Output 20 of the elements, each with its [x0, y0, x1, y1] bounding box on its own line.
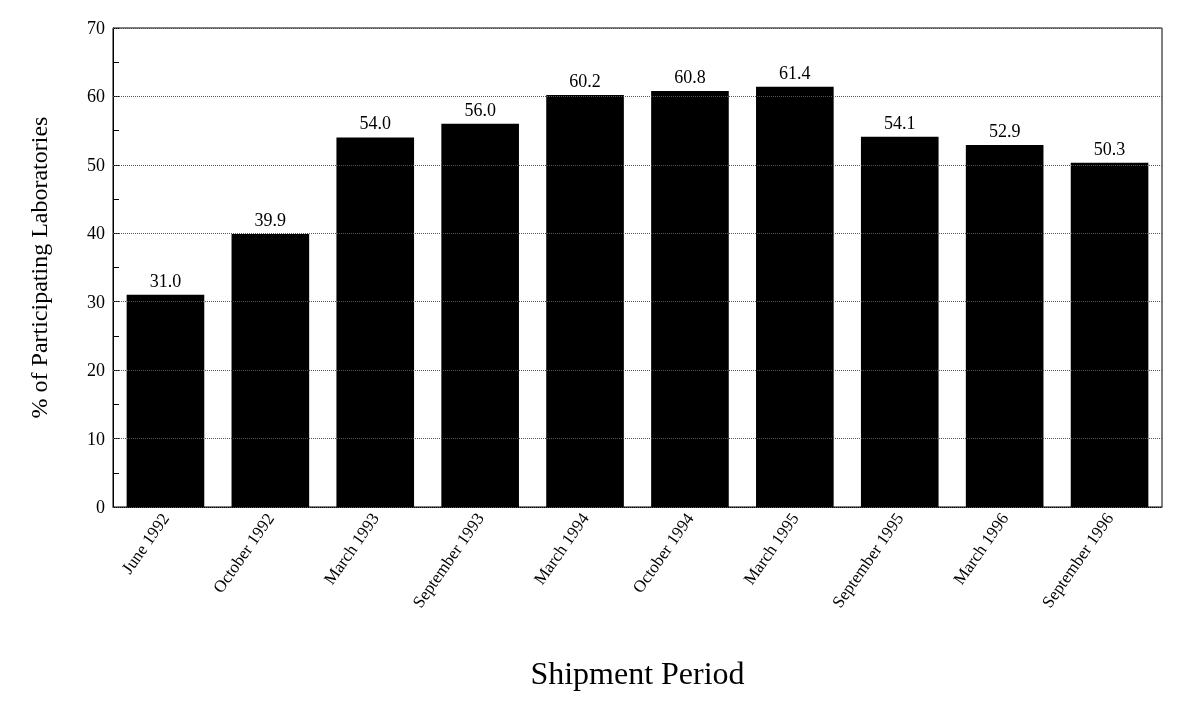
data-label: 60.8 [674, 66, 706, 87]
data-label: 31.0 [149, 270, 182, 291]
y-tick-label: 10 [87, 428, 105, 449]
data-label: 39.9 [254, 209, 287, 230]
data-label: 61.4 [779, 62, 811, 83]
y-tick-label: 0 [96, 497, 105, 517]
data-label: 56.0 [464, 99, 496, 120]
data-label: 54.0 [359, 113, 391, 134]
y-tick-label: 20 [87, 360, 105, 381]
y-tick-label: 40 [87, 223, 105, 244]
data-label: 54.1 [884, 112, 916, 133]
data-label: 50.3 [1093, 138, 1126, 159]
data-label: 52.9 [988, 121, 1021, 142]
y-tick-label: 50 [87, 154, 105, 175]
y-tick-label: 30 [87, 291, 105, 312]
y-tick-label: 60 [87, 86, 105, 107]
x-axis-title: Shipment Period [530, 655, 745, 691]
y-axis-title: % of Participating Laboratories [26, 116, 52, 419]
data-label: 60.2 [569, 71, 601, 92]
y-tick-label: 70 [87, 18, 105, 38]
